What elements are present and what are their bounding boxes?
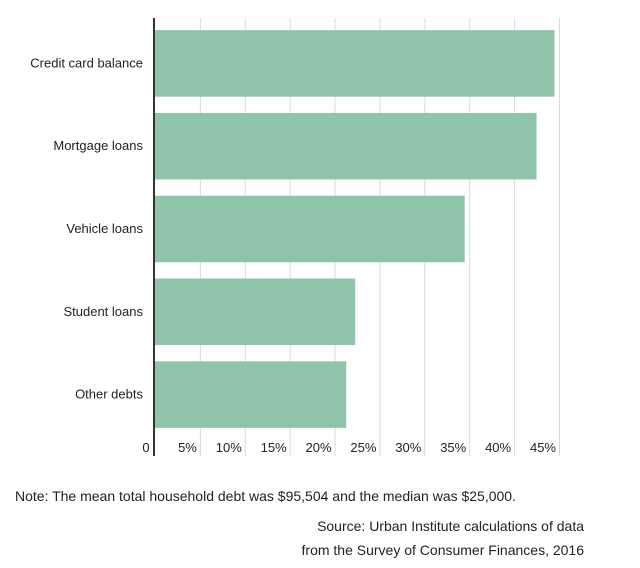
- category-label: Mortgage loans: [53, 138, 143, 153]
- bar: [155, 361, 347, 428]
- x-tick-label: 20%: [306, 440, 332, 455]
- bars: [155, 30, 555, 428]
- category-label: Student loans: [63, 304, 143, 319]
- x-tick-label: 5%: [178, 440, 197, 455]
- bar: [155, 112, 537, 180]
- x-tick-labels: 0 5% 10% 15% 20% 25% 30% 35% 40% 45%: [142, 440, 556, 455]
- source-line-2: from the Survey of Consumer Finances, 20…: [301, 542, 584, 558]
- chart-source: Source: Urban Institute calculations of …: [302, 514, 584, 562]
- x-tick-label: 25%: [350, 440, 376, 455]
- x-tick-label: 15%: [261, 440, 287, 455]
- bar-chart: Credit card balance Mortgage loans Vehicle…: [30, 18, 560, 456]
- bar: [155, 30, 555, 97]
- bar: [155, 278, 356, 346]
- category-label: Credit card balance: [30, 55, 143, 70]
- category-label: Other debts: [75, 387, 143, 402]
- category-label: Vehicle loans: [66, 221, 143, 236]
- x-tick-label: 30%: [395, 440, 421, 455]
- x-tick-label: 0: [142, 440, 149, 455]
- x-tick-label: 35%: [440, 440, 466, 455]
- source-line-1: Source: Urban Institute calculations of …: [317, 518, 584, 534]
- x-tick-label: 40%: [485, 440, 511, 455]
- x-tick-label: 10%: [216, 440, 242, 455]
- category-labels: Credit card balance Mortgage loans Vehicle…: [30, 55, 143, 401]
- bar: [155, 195, 465, 263]
- x-tick-label: 45%: [530, 440, 556, 455]
- chart-note: Note: The mean total household debt was …: [15, 488, 516, 504]
